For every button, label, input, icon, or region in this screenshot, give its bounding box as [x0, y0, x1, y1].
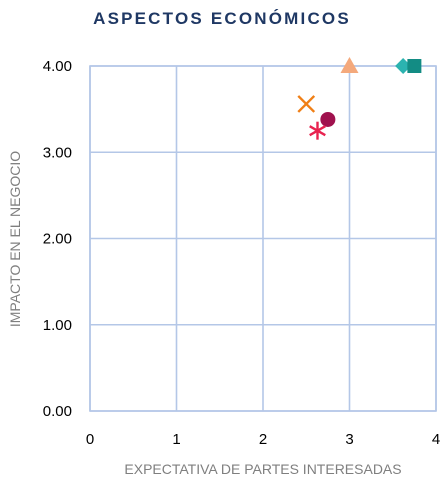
y-tick-label: 0.00: [43, 403, 72, 420]
y-axis-ticks: 0.00 1.00 2.00 3.00 4.00: [43, 58, 72, 420]
x-tick-label: 1: [172, 431, 180, 448]
data-point-diamond: [395, 58, 412, 74]
y-tick-label: 1.00: [43, 317, 72, 334]
x-axis-label: EXPECTATIVA DE PARTES INTERESADAS: [124, 461, 401, 477]
data-point-square: [407, 59, 422, 73]
y-tick-label: 3.00: [43, 144, 72, 161]
data-point-x: [297, 95, 316, 113]
x-tick-label: 2: [259, 431, 267, 448]
chart-title: ASPECTOS ECONÓMICOS: [93, 9, 351, 28]
data-point-circle: [320, 111, 336, 127]
x-tick-label: 4: [432, 431, 440, 448]
y-tick-label: 4.00: [43, 58, 72, 75]
data-point-triangle: [340, 57, 359, 73]
x-tick-label: 0: [86, 431, 94, 448]
data-point-star: [309, 121, 326, 140]
x-axis-ticks: 0 1 2 3 4: [86, 431, 440, 448]
x-tick-label: 3: [345, 431, 353, 448]
grid: [89, 65, 437, 412]
y-axis-label: IMPACTO EN EL NEGOCIO: [7, 151, 23, 327]
y-tick-label: 2.00: [43, 231, 72, 248]
data-points: [297, 57, 422, 140]
